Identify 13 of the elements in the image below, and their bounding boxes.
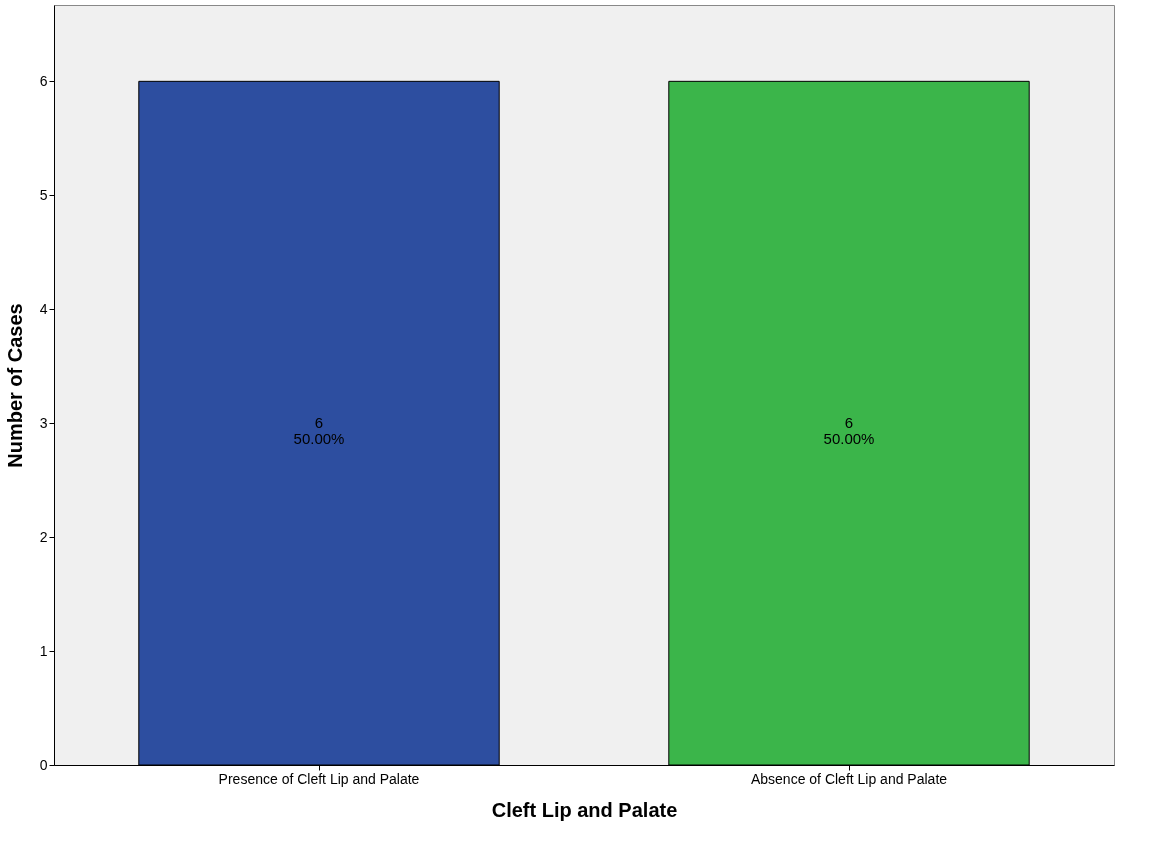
x-axis-title: Cleft Lip and Palate bbox=[491, 798, 678, 821]
x-tick-label: Presence of Cleft Lip and Palate bbox=[218, 770, 420, 787]
y-tick-label: 2 bbox=[39, 528, 48, 545]
data-label: 6 50.00% bbox=[293, 414, 345, 448]
y-tick-label: 3 bbox=[39, 414, 48, 431]
x-tick-label: Absence of Cleft Lip and Palate bbox=[750, 770, 948, 787]
data-label: 6 50.00% bbox=[823, 414, 875, 448]
y-tick-label: 6 bbox=[39, 72, 48, 89]
y-tick-label: 0 bbox=[39, 756, 48, 773]
y-tick-label: 5 bbox=[39, 186, 48, 203]
y-axis-title: Number of Cases bbox=[3, 303, 26, 468]
y-tick-label: 1 bbox=[39, 642, 48, 659]
y-tick-label: 4 bbox=[39, 300, 48, 317]
